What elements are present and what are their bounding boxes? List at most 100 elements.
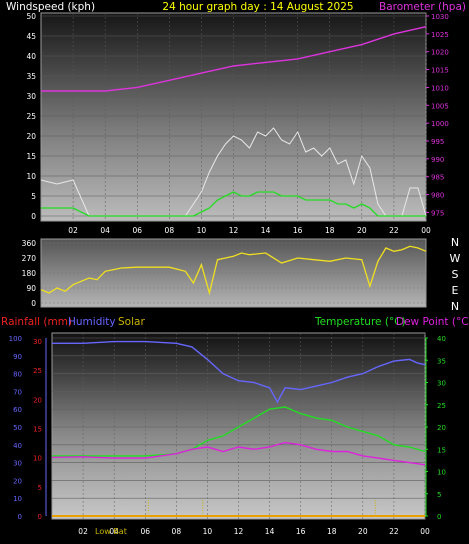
temperature-x-tick-label: 00	[420, 527, 430, 536]
windspeed-tick-label: 50	[26, 12, 36, 21]
windspeed-tick-label: 25	[26, 112, 36, 121]
wind-x-tick-label: 04	[100, 226, 110, 235]
temperature-tick-label: 30	[437, 380, 446, 388]
compass-label-south: S	[452, 268, 459, 281]
compass-label-north-bottom: N	[451, 300, 459, 313]
humidity-tick-label: 100	[9, 335, 22, 343]
rainfall-tick-label: 10	[33, 455, 42, 463]
windspeed-tick-label: 10	[26, 172, 36, 181]
humidity-tick-label: 50	[13, 424, 22, 432]
windspeed-tick-label: 20	[26, 132, 36, 141]
humidity-tick-label: 60	[13, 406, 22, 414]
compass-labels: N W S E N	[450, 236, 461, 313]
temperature-tick-label: 0	[437, 513, 441, 521]
temperature-x-tick-label: 04	[109, 527, 119, 536]
temperature-x-tick-label: 06	[140, 527, 150, 536]
barometer-tick-label: 1025	[431, 31, 449, 39]
humidity-tick-label: 30	[13, 460, 22, 468]
wind-x-tick-label: 00	[421, 226, 431, 235]
humidity-tick-label: 0	[18, 513, 22, 521]
temperature-tick-label: 35	[437, 357, 446, 365]
wind-direction-series-line	[40, 245, 427, 296]
direction-y-axis: 0 90 180 270 360	[22, 239, 37, 308]
barometer-axis-title: Barometer (hpa)	[379, 1, 466, 13]
windspeed-tick-label: 5	[31, 192, 36, 201]
rainfall-axis-title: Rainfall (mm)	[1, 316, 72, 328]
windspeed-tick-label: 35	[26, 72, 36, 81]
humidity-tick-label: 40	[13, 442, 22, 450]
windspeed-tick-label: 45	[26, 32, 36, 41]
direction-tick-label: 90	[26, 284, 36, 293]
barometer-tick-label: 1010	[431, 84, 449, 92]
humidity-axis-title: Humidity	[68, 316, 116, 328]
direction-panel-gridlines	[41, 242, 426, 304]
rainfall-tick-label: 0	[38, 513, 42, 521]
barometer-tick-label: 1000	[431, 120, 449, 128]
temperature-tick-label: 5	[437, 491, 441, 499]
average-wind-series-line	[41, 191, 426, 217]
wind-x-tick-label: 02	[68, 226, 78, 235]
temperature-x-tick-label: 22	[389, 527, 399, 536]
temperature-series-line	[52, 406, 426, 457]
windspeed-tick-label: 30	[26, 92, 36, 101]
barometer-tick-label: 990	[431, 156, 444, 164]
temperature-panel-gridlines	[52, 333, 426, 519]
temperature-panel-x-axis: 02 04 06 08 10 12 14 16 18 20 22 00	[78, 527, 430, 536]
barometer-tick-label: 985	[431, 174, 444, 182]
wind-x-tick-label: 18	[325, 226, 335, 235]
temperature-x-tick-label: 12	[234, 527, 244, 536]
compass-label-north-top: N	[451, 236, 459, 249]
temperature-x-tick-label: 20	[358, 527, 368, 536]
direction-tick-label: 360	[22, 239, 37, 248]
barometer-series-line	[41, 26, 427, 92]
temperature-x-tick-label: 14	[265, 527, 275, 536]
barometer-tick-label: 975	[431, 209, 444, 217]
temperature-axis-title: Temperature (°C)	[314, 316, 406, 328]
humidity-series-line	[52, 340, 426, 404]
temperature-x-tick-label: 18	[327, 527, 337, 536]
barometer-tick-label: 1005	[431, 102, 449, 110]
humidity-y-axis: 0 10 20 30 40 50 60 70 80 90 100	[9, 335, 22, 521]
dewpoint-series-line	[51, 441, 426, 466]
temperature-x-tick-label: 08	[172, 527, 182, 536]
windspeed-tick-label: 15	[26, 152, 36, 161]
barometer-tick-label: 995	[431, 138, 444, 146]
temperature-y-axis: 0 5 10 15 20 25 30 35 40	[425, 335, 446, 521]
rainfall-tick-label: 30	[33, 338, 42, 346]
rainfall-tick-label: 20	[33, 396, 42, 404]
rainfall-tick-label: 15	[33, 426, 42, 434]
windspeed-tick-label: 0	[31, 212, 36, 221]
wind-panel-gridlines	[41, 13, 427, 221]
wind-x-tick-label: 22	[389, 226, 399, 235]
humidity-tick-label: 10	[13, 495, 22, 503]
barometer-tick-label: 1020	[431, 49, 449, 57]
wind-x-tick-label: 12	[229, 226, 239, 235]
temperature-tick-label: 10	[437, 469, 446, 477]
wind-x-tick-label: 06	[132, 226, 142, 235]
barometer-tick-label: 1015	[431, 67, 449, 75]
temperature-tick-label: 25	[437, 402, 446, 410]
humidity-tick-label: 20	[13, 477, 22, 485]
barometer-tick-label: 980	[431, 192, 444, 200]
windspeed-tick-label: 40	[26, 52, 36, 61]
rainfall-tick-label: 5	[38, 484, 42, 492]
solar-axis-title: Solar	[118, 316, 145, 328]
humidity-tick-label: 80	[13, 371, 22, 379]
direction-tick-label: 270	[22, 254, 37, 263]
wind-x-tick-label: 08	[165, 226, 175, 235]
barometer-y-axis: 975 980 985 990 995 1000 1005 1010 1015 1020 1025 1…	[426, 13, 449, 217]
low-battery-label: Low Bat	[95, 527, 127, 536]
compass-label-east: E	[452, 284, 459, 297]
chart-title: 24 hour graph day : 14 August 2025	[162, 1, 353, 13]
solar-markers	[147, 500, 376, 516]
dewpoint-axis-title: Dew Point (°C)	[396, 316, 469, 328]
wind-x-tick-label: 20	[357, 226, 367, 235]
direction-tick-label: 180	[22, 269, 37, 278]
wind-panel-x-axis: 02 04 06 08 10 12 14 16 18 20 22 00	[68, 226, 431, 235]
windspeed-y-axis: 0 5 10 15 20 25 30 35 40 45 50	[26, 12, 36, 221]
rainfall-y-axis: 0 5 10 15 20 25 30	[33, 338, 47, 521]
temperature-tick-label: 15	[437, 446, 446, 454]
barometer-tick-label: 1030	[431, 13, 449, 21]
